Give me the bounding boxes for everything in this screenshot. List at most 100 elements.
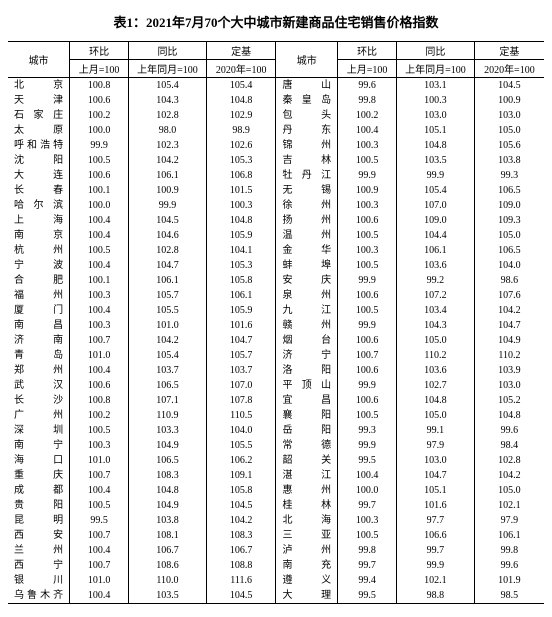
v6: 104.9 <box>474 333 544 348</box>
city-left: 长 沙 <box>8 393 70 408</box>
city-left: 兰 州 <box>8 543 70 558</box>
v2: 105.4 <box>129 78 207 94</box>
city-left: 南 京 <box>8 228 70 243</box>
v3: 105.3 <box>206 153 276 168</box>
v4: 100.5 <box>338 408 397 423</box>
v3: 104.2 <box>206 513 276 528</box>
hdr-hb-sub-right: 上月=100 <box>338 60 397 78</box>
table-row: 呼和浩特99.9102.3102.6锦 州100.3104.8105.6 <box>8 138 544 153</box>
city-left: 南 宁 <box>8 438 70 453</box>
v6: 110.2 <box>474 348 544 363</box>
v5: 99.2 <box>397 273 475 288</box>
city-left: 广 州 <box>8 408 70 423</box>
v4: 99.8 <box>338 543 397 558</box>
table-row: 海 口101.0106.5106.2韶 关99.5103.0102.8 <box>8 453 544 468</box>
v2: 104.9 <box>129 498 207 513</box>
table-row: 青 岛101.0105.4105.7济 宁100.7110.2110.2 <box>8 348 544 363</box>
v6: 104.5 <box>474 78 544 94</box>
table-row: 重 庆100.7108.3109.1湛 江100.4104.7104.2 <box>8 468 544 483</box>
v5: 106.6 <box>397 528 475 543</box>
v2: 105.4 <box>129 348 207 363</box>
v4: 99.9 <box>338 168 397 183</box>
v6: 104.8 <box>474 408 544 423</box>
v6: 99.6 <box>474 558 544 573</box>
city-left: 北 京 <box>8 78 70 94</box>
v5: 109.0 <box>397 213 475 228</box>
table-row: 昆 明99.5103.8104.2北 海100.397.797.9 <box>8 513 544 528</box>
v3: 98.9 <box>206 123 276 138</box>
v1: 100.8 <box>70 393 129 408</box>
v4: 99.6 <box>338 78 397 94</box>
v6: 103.0 <box>474 378 544 393</box>
v1: 100.4 <box>70 228 129 243</box>
v4: 99.3 <box>338 423 397 438</box>
v3: 102.9 <box>206 108 276 123</box>
city-right: 泉 州 <box>276 288 338 303</box>
v2: 104.2 <box>129 153 207 168</box>
table-row: 银 川101.0110.0111.6遵 义99.4102.1101.9 <box>8 573 544 588</box>
hdr-dj-sub-right: 2020年=100 <box>474 60 544 78</box>
v2: 106.5 <box>129 378 207 393</box>
v2: 107.1 <box>129 393 207 408</box>
city-left: 海 口 <box>8 453 70 468</box>
city-right: 九 江 <box>276 303 338 318</box>
table-row: 天 津100.6104.3104.8秦 皇 岛99.8100.3100.9 <box>8 93 544 108</box>
v4: 99.9 <box>338 378 397 393</box>
table-row: 西 安100.7108.1108.3三 亚100.5106.6106.1 <box>8 528 544 543</box>
v5: 99.7 <box>397 543 475 558</box>
v6: 103.8 <box>474 153 544 168</box>
v6: 98.6 <box>474 273 544 288</box>
hdr-dj-sub-left: 2020年=100 <box>206 60 276 78</box>
v6: 106.5 <box>474 243 544 258</box>
table-row: 南 宁100.3104.9105.5常 德99.997.998.4 <box>8 438 544 453</box>
v4: 100.7 <box>338 348 397 363</box>
city-right: 宜 昌 <box>276 393 338 408</box>
city-right: 湛 江 <box>276 468 338 483</box>
v5: 102.7 <box>397 378 475 393</box>
table-row: 南 京100.4104.6105.9温 州100.5104.4105.0 <box>8 228 544 243</box>
table-row: 郑 州100.4103.7103.7洛 阳100.6103.6103.9 <box>8 363 544 378</box>
hdr-tb-sub-left: 上年同月=100 <box>129 60 207 78</box>
v2: 104.7 <box>129 258 207 273</box>
city-right: 岳 阳 <box>276 423 338 438</box>
v1: 100.4 <box>70 588 129 604</box>
hdr-tb-left: 同比 <box>129 42 207 60</box>
city-left: 厦 门 <box>8 303 70 318</box>
v4: 100.5 <box>338 528 397 543</box>
city-left: 宁 波 <box>8 258 70 273</box>
city-right: 惠 州 <box>276 483 338 498</box>
v2: 105.5 <box>129 303 207 318</box>
v6: 99.3 <box>474 168 544 183</box>
v1: 100.4 <box>70 363 129 378</box>
v3: 104.5 <box>206 498 276 513</box>
v2: 104.8 <box>129 483 207 498</box>
v3: 108.8 <box>206 558 276 573</box>
v3: 104.0 <box>206 423 276 438</box>
v3: 107.8 <box>206 393 276 408</box>
table-row: 沈 阳100.5104.2105.3吉 林100.5103.5103.8 <box>8 153 544 168</box>
city-right: 无 锡 <box>276 183 338 198</box>
v5: 103.0 <box>397 108 475 123</box>
city-right: 锦 州 <box>276 138 338 153</box>
v1: 100.7 <box>70 333 129 348</box>
v3: 102.6 <box>206 138 276 153</box>
v6: 103.0 <box>474 108 544 123</box>
v3: 104.1 <box>206 243 276 258</box>
v4: 100.2 <box>338 108 397 123</box>
v1: 100.2 <box>70 408 129 423</box>
v3: 101.5 <box>206 183 276 198</box>
city-right: 包 头 <box>276 108 338 123</box>
v2: 102.8 <box>129 108 207 123</box>
hdr-dj-right: 定基 <box>474 42 544 60</box>
v5: 110.2 <box>397 348 475 363</box>
v3: 105.7 <box>206 348 276 363</box>
v1: 100.7 <box>70 528 129 543</box>
v5: 97.7 <box>397 513 475 528</box>
table-title: 表1：2021年7月70个大中城市新建商品住宅销售价格指数 <box>8 12 544 31</box>
hdr-dj-left: 定基 <box>206 42 276 60</box>
city-left: 武 汉 <box>8 378 70 393</box>
v4: 100.4 <box>338 123 397 138</box>
v3: 105.8 <box>206 273 276 288</box>
table-row: 杭 州100.5102.8104.1金 华100.3106.1106.5 <box>8 243 544 258</box>
v4: 100.5 <box>338 303 397 318</box>
